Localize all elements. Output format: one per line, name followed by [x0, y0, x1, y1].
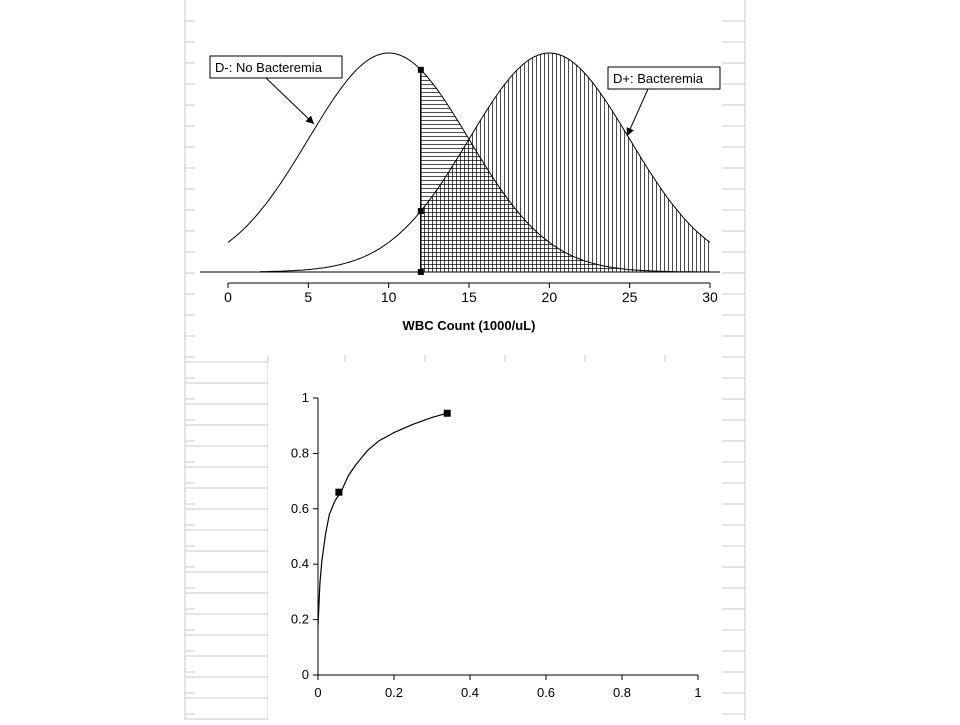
y-tick-label: 0.8 [291, 445, 309, 460]
x-axis-title: WBC Count (1000/uL) [403, 318, 536, 333]
chart-area [268, 362, 722, 720]
legend-d-minus-label: D-: No Bacteremia [215, 60, 323, 75]
legend-d-minus-arrowhead [305, 115, 314, 124]
x-tick-label: 0 [224, 289, 232, 305]
x-tick-label: 15 [461, 289, 477, 305]
legend-d-plus-arrow [626, 88, 649, 137]
series-line-d-plus [260, 52, 711, 273]
x-tick-label: 30 [702, 289, 718, 305]
x-tick-label: 20 [542, 289, 558, 305]
x-tick-label: 25 [622, 289, 638, 305]
roc-chart: 0 0.2 0.4 0.6 0.8 1 0 0.2 0.4 0.6 0.8 1 [268, 362, 722, 720]
x-tick-label: 0.8 [613, 685, 631, 700]
x-tick-label: 0.4 [461, 685, 479, 700]
y-tick-label: 0.2 [291, 612, 309, 627]
x-tick-label: 10 [381, 289, 397, 305]
shaded-area-d-plus [420, 53, 710, 272]
legend-d-plus-label: D+: Bacteremia [613, 71, 704, 86]
roc-point-marker [443, 409, 451, 417]
y-tick-label: 1 [302, 390, 309, 405]
legend-d-plus-box [607, 66, 721, 90]
x-tick-label: 0.6 [537, 685, 555, 700]
x-tick-label: 0.2 [385, 685, 403, 700]
x-tick-label: 5 [304, 289, 312, 305]
legend-d-minus-arrow [265, 77, 315, 125]
x-tick-label: 1 [694, 685, 701, 700]
y-tick-label: 0 [302, 667, 309, 682]
x-tick-label: 0 [314, 685, 321, 700]
data-point-marker [417, 208, 424, 215]
roc-curve [317, 412, 448, 626]
data-point-marker [417, 66, 424, 73]
legend-d-plus-arrowhead [626, 127, 634, 136]
roc-point-marker [335, 488, 343, 496]
data-point-marker [417, 269, 424, 275]
y-tick-label: 0.6 [291, 501, 309, 516]
legend-d-minus-box [209, 55, 343, 79]
distribution-chart: 0 5 10 15 20 25 30 WBC Count (1000/uL) D-: No Ba… [195, 0, 722, 355]
y-tick-label: 0.4 [291, 556, 309, 571]
